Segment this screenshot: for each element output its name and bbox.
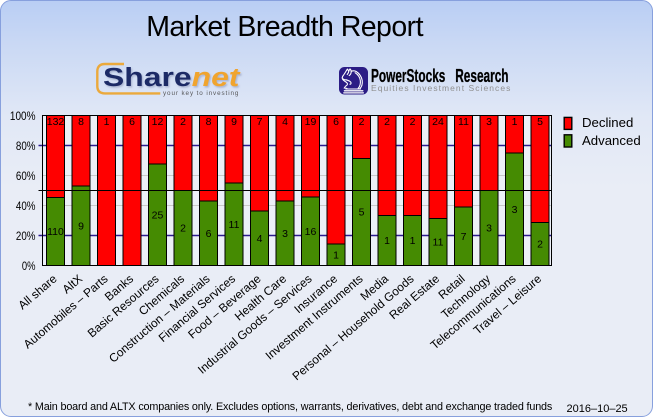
svg-text:24: 24 xyxy=(432,116,444,128)
svg-text:4: 4 xyxy=(282,116,288,128)
svg-text:6: 6 xyxy=(129,116,135,128)
svg-text:7: 7 xyxy=(461,231,467,243)
svg-text:16: 16 xyxy=(305,226,317,238)
svg-text:9: 9 xyxy=(231,116,237,128)
svg-text:12: 12 xyxy=(152,116,164,128)
svg-text:2: 2 xyxy=(384,116,390,128)
svg-text:11: 11 xyxy=(433,237,444,249)
svg-text:7: 7 xyxy=(257,116,263,128)
svg-text:100%: 100% xyxy=(10,109,36,123)
svg-text:1: 1 xyxy=(384,235,390,247)
svg-text:132: 132 xyxy=(47,116,65,128)
svg-text:110: 110 xyxy=(47,226,64,238)
svg-text:11: 11 xyxy=(229,219,240,231)
svg-text:11: 11 xyxy=(458,116,469,128)
svg-text:5: 5 xyxy=(537,116,543,128)
svg-text:1: 1 xyxy=(333,249,339,261)
svg-text:40%: 40% xyxy=(16,199,36,213)
svg-text:0%: 0% xyxy=(22,259,36,273)
svg-text:1: 1 xyxy=(410,235,416,247)
svg-text:2: 2 xyxy=(410,116,416,128)
svg-text:Advanced: Advanced xyxy=(582,133,641,148)
svg-text:25: 25 xyxy=(152,209,164,221)
svg-text:Declined: Declined xyxy=(582,115,633,130)
svg-text:80%: 80% xyxy=(16,139,36,153)
svg-text:60%: 60% xyxy=(16,169,36,183)
svg-text:2: 2 xyxy=(359,116,365,128)
svg-text:6: 6 xyxy=(333,116,339,128)
svg-text:20%: 20% xyxy=(16,229,36,243)
svg-text:9: 9 xyxy=(78,220,84,232)
svg-text:2: 2 xyxy=(180,223,186,235)
svg-text:3: 3 xyxy=(512,204,518,216)
svg-text:3: 3 xyxy=(486,223,492,235)
svg-text:6: 6 xyxy=(206,228,212,240)
svg-text:8: 8 xyxy=(206,116,212,128)
svg-text:19: 19 xyxy=(305,116,317,128)
svg-text:3: 3 xyxy=(486,116,492,128)
svg-text:2: 2 xyxy=(537,239,543,251)
svg-text:1: 1 xyxy=(104,116,110,128)
svg-text:3: 3 xyxy=(282,228,288,240)
svg-text:1: 1 xyxy=(512,116,518,128)
svg-text:4: 4 xyxy=(257,233,263,245)
svg-text:8: 8 xyxy=(78,116,84,128)
svg-text:All share: All share xyxy=(15,271,60,312)
svg-text:5: 5 xyxy=(359,207,365,219)
svg-text:2: 2 xyxy=(180,116,186,128)
